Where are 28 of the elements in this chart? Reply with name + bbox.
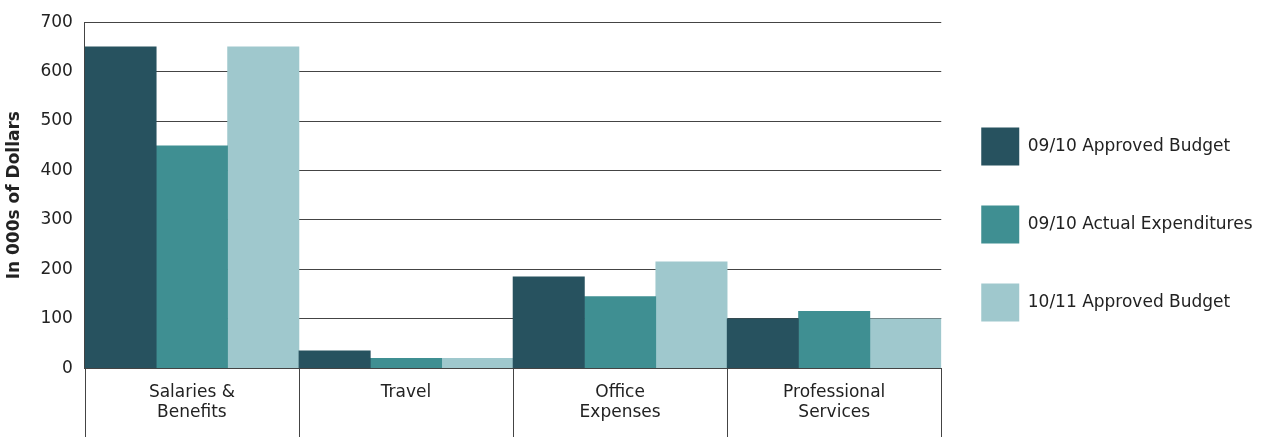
bar [726, 318, 799, 369]
bar [655, 261, 728, 369]
legend-label: 09/10 Approved Budget [1027, 134, 1231, 155]
y-tick-label: 100 [40, 307, 73, 328]
bar [155, 145, 228, 369]
bar [584, 296, 657, 369]
bar [298, 350, 371, 369]
x-tick-label: Travel [379, 380, 432, 401]
bar [869, 318, 942, 369]
bar [441, 357, 514, 369]
legend-label: 09/10 Actual Expenditures [1027, 212, 1253, 233]
y-tick-label: 0 [62, 356, 73, 377]
y-tick-label: 600 [40, 60, 73, 81]
bar [798, 311, 871, 369]
legend-label: 10/11 Approved Budget [1027, 290, 1231, 311]
y-tick-label: 200 [40, 257, 73, 278]
y-tick-label: 700 [40, 10, 73, 31]
bar [512, 276, 585, 369]
y-tick-label: 400 [40, 158, 73, 179]
y-tick-label: 500 [40, 109, 73, 130]
bar [84, 46, 157, 369]
y-axis-title: In 000s of Dollars [2, 111, 23, 280]
x-tick-label: Salaries & Benefits [148, 380, 235, 422]
x-tick-label: Office Expenses [579, 380, 661, 422]
x-tick-label: Professional Services [783, 380, 886, 422]
bar [369, 357, 443, 369]
bar [227, 46, 300, 369]
y-tick-label: 300 [40, 208, 73, 229]
